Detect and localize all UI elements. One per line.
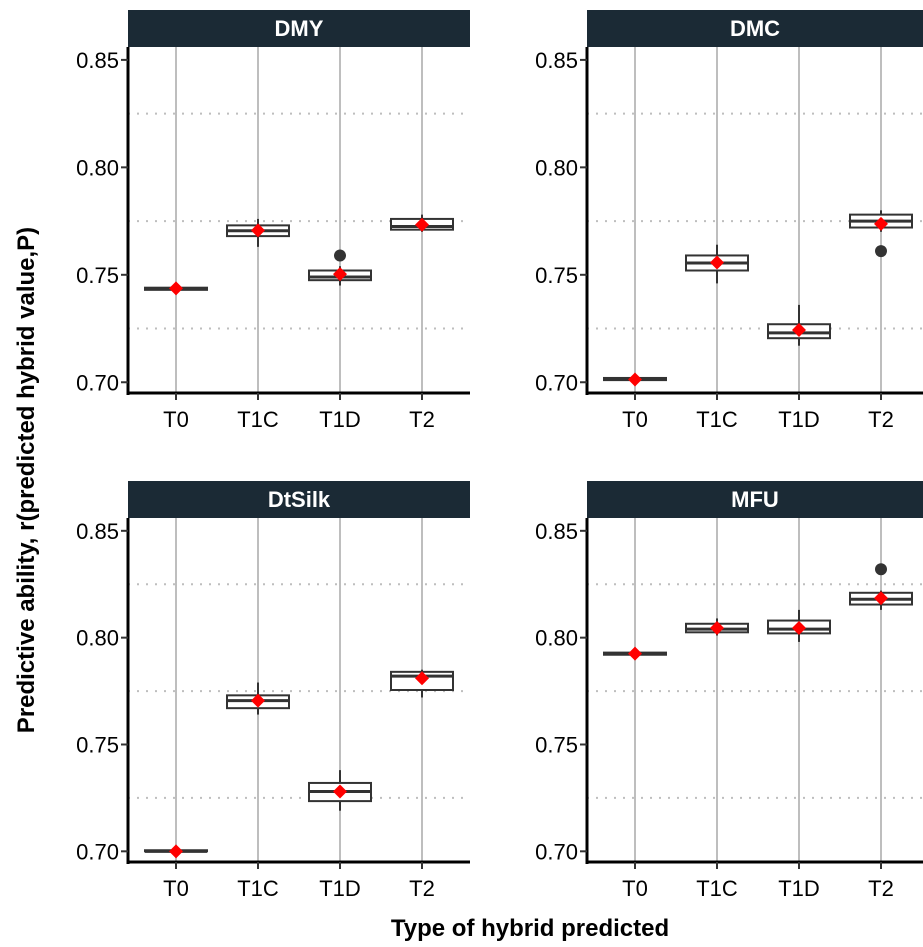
box-t0: [144, 844, 208, 859]
x-tick-label: T0: [163, 876, 189, 901]
panel-dtsilk: DtSilk 0.70 0.75 0.80 0.85 T0 T1C T1D T2: [76, 481, 470, 901]
box-t2: [390, 214, 454, 232]
box-t1c: [685, 244, 749, 284]
x-tick-label: T0: [163, 407, 189, 432]
panel-mfu: MFU 0.70 0.75 0.80 0.85 T0 T1C T1D T2: [535, 481, 923, 901]
mean-marker: [333, 784, 347, 799]
outlier-point: [875, 245, 887, 258]
y-tick-label: 0.75: [535, 263, 578, 288]
x-tick-label: T1D: [319, 407, 361, 432]
box-t1c: [226, 682, 290, 715]
outlier-point: [875, 563, 887, 576]
box-t0: [144, 281, 208, 296]
y-tick-label: 0.80: [76, 626, 119, 651]
mean-marker: [628, 372, 642, 387]
mean-marker: [415, 671, 429, 686]
x-tick-label: T1C: [696, 407, 738, 432]
mean-marker: [792, 621, 806, 636]
mean-marker: [710, 621, 724, 636]
y-tick-label: 0.70: [535, 839, 578, 864]
x-tick-label: T0: [622, 407, 648, 432]
box-t0: [603, 646, 667, 661]
panel-strip: [587, 481, 923, 518]
y-tick-label: 0.70: [535, 370, 578, 395]
y-tick-label: 0.75: [76, 263, 119, 288]
y-tick-label: 0.75: [76, 732, 119, 757]
y-tick-label: 0.85: [76, 48, 119, 73]
y-axis-title: Predictive ability, r(predicted hybrid v…: [13, 227, 40, 733]
y-tick-label: 0.70: [76, 370, 119, 395]
x-tick-label: T0: [622, 876, 648, 901]
box-t1d: [308, 770, 372, 811]
box-t1d: [767, 609, 831, 642]
mean-marker: [251, 693, 265, 708]
x-tick-label: T2: [409, 407, 435, 432]
y-tick-label: 0.75: [535, 732, 578, 757]
box-t0: [603, 372, 667, 387]
y-tick-label: 0.85: [535, 48, 578, 73]
panel-strip-label: DtSilk: [268, 487, 331, 512]
mean-marker: [628, 646, 642, 661]
y-tick-label: 0.85: [535, 519, 578, 544]
outlier-point: [334, 249, 346, 262]
x-tick-label: T1C: [696, 876, 738, 901]
panels-group: DMY 0.70 0.75 0.80 0.85 T0 T1C T1D T2 DMC 0.70 0.75…: [76, 10, 923, 901]
x-tick-label: T2: [868, 407, 894, 432]
y-tick-label: 0.80: [535, 155, 578, 180]
x-axis-title: Type of hybrid predicted: [391, 915, 669, 942]
mean-marker: [169, 281, 183, 296]
mean-marker: [251, 223, 265, 238]
panel-strip: [128, 481, 470, 518]
box-t1c: [685, 618, 749, 636]
mean-marker: [710, 255, 724, 270]
box-t1d: [308, 249, 372, 286]
x-tick-label: T1C: [237, 876, 279, 901]
panel-strip-label: DMC: [730, 16, 780, 41]
x-tick-label: T2: [409, 876, 435, 901]
panel-strip: [128, 10, 470, 47]
panel-dmc: DMC 0.70 0.75 0.80 0.85 T0 T1C T1D T2: [535, 10, 923, 432]
y-tick-label: 0.80: [76, 155, 119, 180]
mean-marker: [792, 323, 806, 338]
box-t1c: [226, 218, 290, 247]
x-tick-label: T1C: [237, 407, 279, 432]
y-tick-label: 0.80: [535, 626, 578, 651]
y-tick-label: 0.85: [76, 519, 119, 544]
box-t2: [390, 669, 454, 698]
y-tick-label: 0.70: [76, 839, 119, 864]
panel-dmy: DMY 0.70 0.75 0.80 0.85 T0 T1C T1D T2: [76, 10, 470, 432]
panel-strip-label: MFU: [731, 487, 779, 512]
mean-marker: [415, 217, 429, 232]
x-tick-label: T1D: [319, 876, 361, 901]
panel-strip: [587, 10, 923, 47]
box-t2: [849, 210, 913, 258]
x-tick-label: T2: [868, 876, 894, 901]
mean-marker: [874, 216, 888, 231]
x-tick-label: T1D: [778, 407, 820, 432]
box-t1d: [767, 304, 831, 346]
x-tick-label: T1D: [778, 876, 820, 901]
mean-marker: [333, 267, 347, 282]
panel-strip-label: DMY: [275, 16, 324, 41]
mean-marker: [874, 591, 888, 606]
box-t2: [849, 563, 913, 610]
mean-marker: [169, 844, 183, 859]
